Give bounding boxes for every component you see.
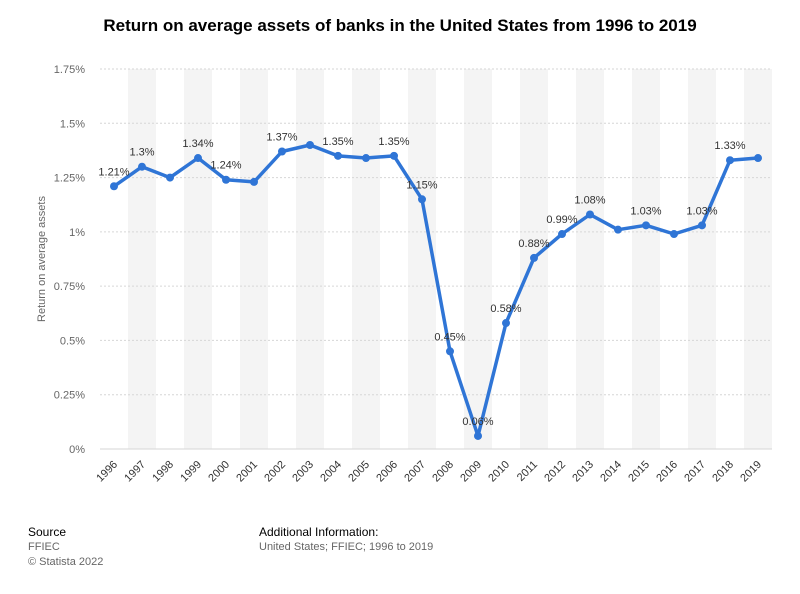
x-tick-label: 1999 <box>178 459 204 485</box>
data-point <box>278 147 286 156</box>
x-tick-label: 2003 <box>290 459 316 485</box>
y-tick-label: 1.75% <box>54 64 85 76</box>
data-point <box>726 156 734 165</box>
data-point <box>166 173 174 182</box>
data-point <box>362 154 370 163</box>
x-tick-label: 2012 <box>542 459 568 485</box>
additional-info-block: Additional Information: United States; F… <box>259 525 433 555</box>
data-label: 1.08% <box>574 194 605 206</box>
data-point <box>138 162 146 171</box>
source-heading: Source <box>28 525 67 539</box>
data-point <box>418 195 426 204</box>
x-tick-label: 1998 <box>150 459 176 485</box>
data-label: 1.15% <box>406 179 437 191</box>
copyright-text: © Statista 2022 <box>28 556 104 568</box>
x-tick-label: 2015 <box>626 459 652 485</box>
data-label: 0.88% <box>518 238 549 250</box>
x-tick-label: 2001 <box>234 459 260 485</box>
x-tick-label: 2007 <box>402 459 428 485</box>
x-tick-label: 2005 <box>346 459 372 485</box>
column-band <box>352 69 380 449</box>
data-label: 1.24% <box>210 160 241 172</box>
data-point <box>754 154 762 163</box>
y-tick-label: 0.5% <box>60 335 85 347</box>
data-point <box>334 151 342 160</box>
data-point <box>502 319 510 328</box>
data-label: 1.35% <box>322 136 353 148</box>
x-tick-label: 2011 <box>515 459 540 484</box>
column-band <box>576 69 604 449</box>
data-point <box>530 253 538 262</box>
data-point <box>698 221 706 230</box>
y-tick-label: 1% <box>69 227 85 239</box>
data-point <box>586 210 594 219</box>
x-tick-label: 2018 <box>710 459 736 485</box>
data-label: 1.34% <box>182 138 213 150</box>
x-tick-label: 2019 <box>738 459 764 485</box>
data-label: 1.21% <box>98 166 129 178</box>
column-band <box>632 69 660 449</box>
x-tick-label: 2016 <box>654 459 680 485</box>
data-label: 1.3% <box>129 147 154 159</box>
data-point <box>390 151 398 160</box>
source-name: FFIEC <box>28 541 60 553</box>
data-point <box>670 230 678 239</box>
data-point <box>306 141 314 149</box>
data-point <box>558 230 566 239</box>
column-band <box>296 69 324 449</box>
y-tick-label: 0% <box>69 444 85 456</box>
data-point <box>474 431 482 440</box>
data-label: 1.03% <box>686 205 717 217</box>
x-tick-label: 2014 <box>598 459 624 485</box>
data-label: 1.03% <box>630 205 661 217</box>
additional-info-text: United States; FFIEC; 1996 to 2019 <box>259 541 434 553</box>
column-band <box>744 69 772 449</box>
x-tick-label: 2004 <box>318 459 344 485</box>
column-band <box>128 69 156 449</box>
column-band <box>240 69 268 449</box>
chart-title: Return on average assets of banks in the… <box>103 16 697 35</box>
x-tick-label: 2009 <box>458 459 484 485</box>
additional-info-heading: Additional Information: <box>259 525 379 539</box>
data-label: 1.33% <box>714 140 745 152</box>
x-tick-label: 2017 <box>682 459 708 485</box>
data-point <box>194 154 202 163</box>
source-block: Source FFIEC © Statista 2022 <box>28 525 103 570</box>
y-tick-label: 0.75% <box>54 281 85 293</box>
data-label: 0.45% <box>434 331 465 343</box>
data-label: 1.35% <box>378 136 409 148</box>
data-label: 1.37% <box>266 132 297 144</box>
data-point <box>446 347 454 356</box>
x-tick-label: 2006 <box>374 459 400 485</box>
column-band <box>464 69 492 449</box>
column-band <box>688 69 716 449</box>
y-tick-label: 1.25% <box>54 173 85 185</box>
data-point <box>614 225 622 234</box>
x-tick-label: 2000 <box>206 459 232 485</box>
data-point <box>250 177 258 186</box>
data-point <box>110 182 118 191</box>
x-tick-label: 1996 <box>94 459 120 485</box>
y-tick-label: 0.25% <box>54 390 85 402</box>
x-tick-label: 2002 <box>262 459 288 485</box>
data-label: 0.58% <box>490 303 521 315</box>
x-tick-label: 2010 <box>486 459 512 485</box>
y-axis-title: Return on average assets <box>36 196 48 322</box>
data-label: 0.99% <box>546 214 577 226</box>
series-line <box>112 143 760 438</box>
data-point <box>222 175 230 184</box>
x-tick-label: 2008 <box>430 459 456 485</box>
x-tick-label: 2013 <box>570 459 596 485</box>
column-band <box>184 69 212 449</box>
data-label: 0.06% <box>462 416 493 428</box>
x-tick-label: 1997 <box>122 459 148 485</box>
data-point <box>642 221 650 230</box>
y-tick-label: 1.5% <box>60 118 85 130</box>
